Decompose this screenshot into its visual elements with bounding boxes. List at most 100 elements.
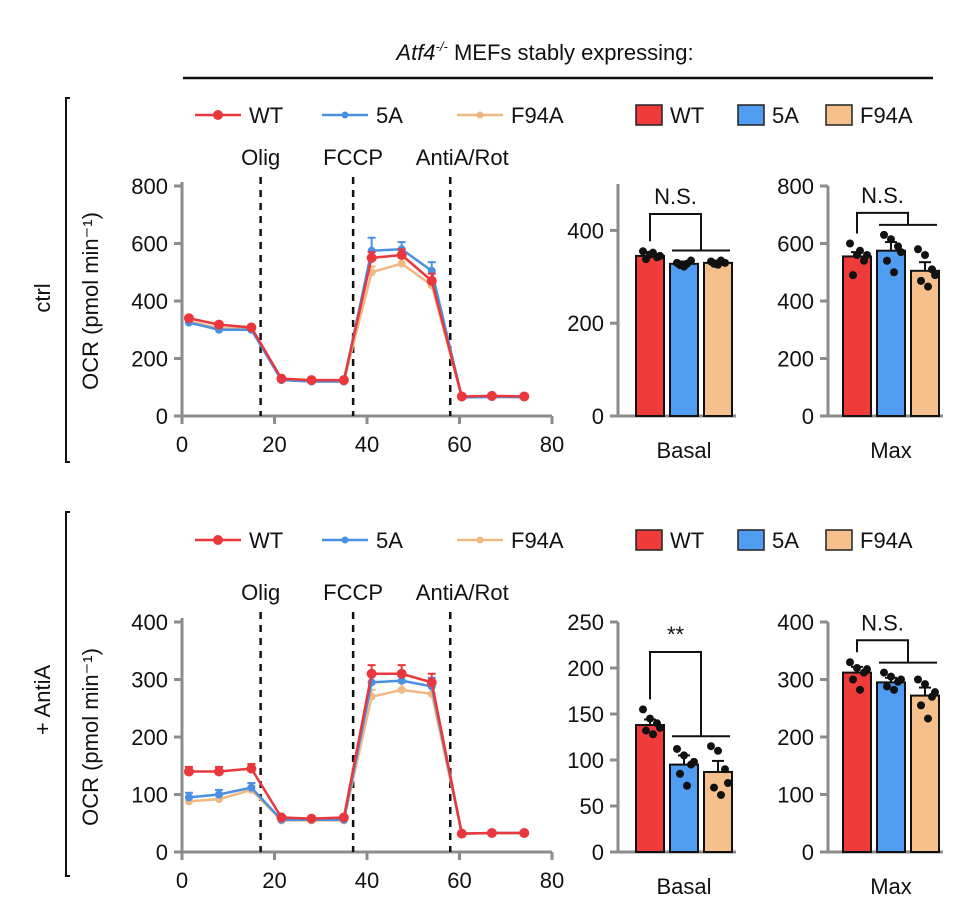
- legend-bar-label-F94A: F94A: [860, 103, 913, 128]
- bar-point: [924, 714, 932, 723]
- bar-5A: [876, 681, 906, 853]
- bar-point: [849, 675, 857, 684]
- bar-point: [924, 282, 932, 291]
- bar-y-tick-label: 150: [567, 702, 604, 727]
- bar-point: [853, 664, 861, 672]
- bar-point: [724, 779, 732, 787]
- bar-panel-antia_max: 0 100 200 300 400 Max N.S.: [777, 610, 943, 899]
- bar-point: [673, 744, 681, 753]
- legend-swatch-F94A: [825, 104, 853, 126]
- x-tick-label: 0: [176, 868, 188, 893]
- bar-point: [856, 685, 864, 694]
- trace-plot: 0 100 200 300 400 0 20 40 60 80 OCR (pmol min⁻¹) Ol…: [78, 580, 564, 893]
- legend-label-5A: 5A: [376, 528, 403, 553]
- y-tick-label: 300: [131, 668, 168, 693]
- data-point-F94A: [397, 685, 406, 694]
- series-line-WT: [188, 672, 525, 835]
- legend-swatch-WT: [635, 104, 663, 126]
- bar-point: [656, 723, 664, 732]
- bar-y-tick-label: 600: [777, 232, 814, 257]
- bar-point: [642, 255, 650, 264]
- bar-x-label: Max: [870, 438, 912, 463]
- y-tick-label: 400: [131, 610, 168, 635]
- injection-label: FCCP: [323, 145, 383, 170]
- bar-point: [897, 675, 905, 684]
- bar-x-label: Basal: [656, 438, 711, 463]
- bar-point: [639, 247, 647, 256]
- bar-y-tick-label: 800: [777, 174, 814, 199]
- data-point-WT: [519, 828, 530, 839]
- data-point-F94A: [397, 259, 406, 268]
- bar-F94A: [703, 261, 733, 417]
- data-point-WT: [276, 373, 287, 384]
- legend-bar-label-WT: WT: [670, 528, 704, 553]
- data-point-WT: [426, 677, 437, 688]
- data-point-WT: [276, 812, 287, 823]
- injection-label: AntiA/Rot: [416, 580, 509, 605]
- bar-WT: [635, 254, 665, 417]
- legend-bar-label-5A: 5A: [772, 528, 799, 553]
- injection-label: FCCP: [323, 580, 383, 605]
- bar-point: [717, 256, 725, 265]
- bar-point: [710, 259, 718, 268]
- data-point-WT: [338, 375, 349, 386]
- legend-marker-WT: [213, 535, 223, 545]
- bar-point: [921, 680, 929, 689]
- bar-point: [887, 235, 895, 244]
- data-point-WT: [183, 313, 194, 324]
- bar-y-tick-label: 200: [567, 311, 604, 336]
- y-tick-label: 800: [131, 174, 168, 199]
- bar-panel-ctrl_basal: 0 200 400 Basal N.S.: [567, 184, 736, 463]
- significance-label: N.S.: [861, 183, 904, 208]
- data-point-WT: [246, 322, 257, 333]
- bar-y-tick-label: 0: [802, 840, 814, 865]
- bar-y-tick-label: 100: [567, 748, 604, 773]
- data-point-WT: [214, 319, 224, 330]
- bar-y-tick-label: 0: [592, 404, 604, 429]
- bar-y-tick-label: 100: [777, 783, 814, 808]
- bar-point: [921, 251, 929, 259]
- bar-point: [931, 271, 939, 280]
- bar-point: [917, 276, 925, 285]
- bar-WT: [635, 724, 665, 853]
- data-point-WT: [214, 766, 224, 777]
- y-tick-label: 0: [156, 404, 168, 429]
- figure-header: Atf4-/- MEFs stably expressing:: [183, 39, 933, 80]
- bar-panel-ctrl_max: 0 200 400 600 800 Max N.S.: [777, 174, 943, 463]
- bar-point: [856, 246, 864, 255]
- bar-point: [890, 685, 898, 694]
- legend-bar-label-WT: WT: [670, 103, 704, 128]
- bar-point: [710, 783, 718, 792]
- row-label: + AntiA: [30, 665, 55, 736]
- bar-5A: [669, 262, 699, 418]
- series-WT: [183, 248, 530, 402]
- bar-point: [890, 268, 898, 277]
- significance-bracket: [649, 651, 702, 737]
- legend-marker-WT: [213, 110, 223, 120]
- bar-y-tick-label: 200: [777, 725, 814, 750]
- data-point-5A: [184, 793, 193, 802]
- legend-swatch-5A: [737, 104, 765, 126]
- legend-swatch-WT: [635, 529, 663, 551]
- bar-point: [676, 769, 684, 778]
- bar-x-label: Max: [870, 874, 912, 899]
- bar-point: [883, 682, 891, 691]
- header-rest: MEFs stably expressing:: [448, 40, 694, 65]
- data-point-WT: [366, 252, 377, 263]
- trace-plot: 0 200 400 600 800 0 20 40 60 80 OCR (pmol min⁻¹) Ol…: [78, 145, 564, 457]
- data-point-WT: [306, 375, 317, 386]
- x-tick-label: 60: [447, 432, 471, 457]
- data-point-5A: [397, 676, 406, 685]
- legend-bar-label-5A: 5A: [772, 103, 799, 128]
- bar-point: [880, 668, 888, 677]
- header-title: Atf4-/- MEFs stably expressing:: [394, 39, 693, 65]
- bar-y-tick-label: 50: [580, 794, 604, 819]
- x-tick-label: 80: [540, 868, 564, 893]
- series-line-WT: [188, 253, 525, 398]
- bar-point: [646, 714, 654, 723]
- bar-y-tick-label: 400: [777, 289, 814, 314]
- header-superscript: -/-: [436, 39, 449, 54]
- bar-point: [849, 271, 857, 280]
- bar-point: [914, 675, 922, 684]
